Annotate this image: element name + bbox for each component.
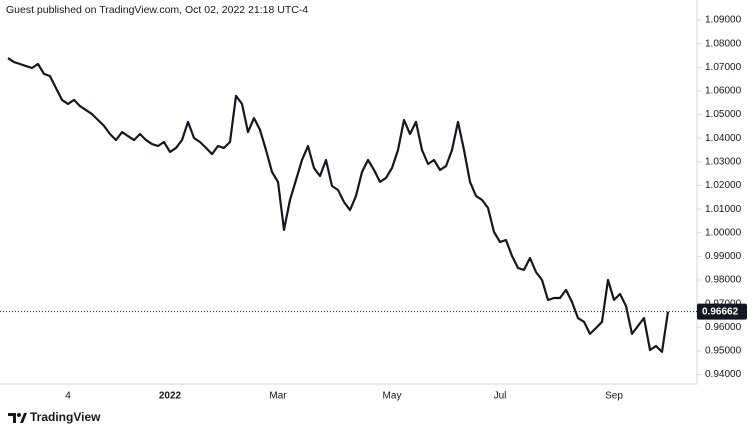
y-tick-label: 0.94000: [705, 369, 742, 380]
x-tick-label: Sep: [605, 391, 623, 402]
x-tick-label: Jul: [494, 391, 507, 402]
y-tick-label: 0.95000: [705, 346, 742, 357]
y-tick-label: 1.04000: [705, 133, 742, 144]
price-line: [7, 57, 670, 353]
tradingview-logo: [8, 413, 27, 423]
y-tick-label: 0.99000: [705, 251, 742, 262]
last-price-box: [697, 303, 747, 320]
y-tick-label: 0.98000: [705, 275, 742, 286]
y-tick-label: 1.07000: [705, 62, 742, 73]
y-tick-label: 1.09000: [705, 15, 742, 26]
y-tick-label: 1.02000: [705, 180, 742, 191]
x-tick-label: 4: [65, 391, 71, 402]
y-tick-label: 1.08000: [705, 38, 742, 49]
chart-title: Guest published on TradingView.com, Oct …: [6, 4, 308, 16]
footer-brand: TradingView: [30, 410, 101, 424]
y-tick-label: 0.96000: [705, 322, 742, 333]
x-tick-label: May: [383, 391, 402, 402]
x-tick-label: Mar: [269, 391, 287, 402]
y-tick-label: 1.01000: [705, 204, 742, 215]
x-tick-label: 2022: [159, 391, 182, 402]
y-tick-label: 1.00000: [705, 227, 742, 238]
last-price-label: 0.96662: [702, 306, 739, 317]
y-tick-label: 1.03000: [705, 156, 742, 167]
y-tick-label: 1.05000: [705, 109, 742, 120]
y-tick-label: 1.06000: [705, 86, 742, 97]
